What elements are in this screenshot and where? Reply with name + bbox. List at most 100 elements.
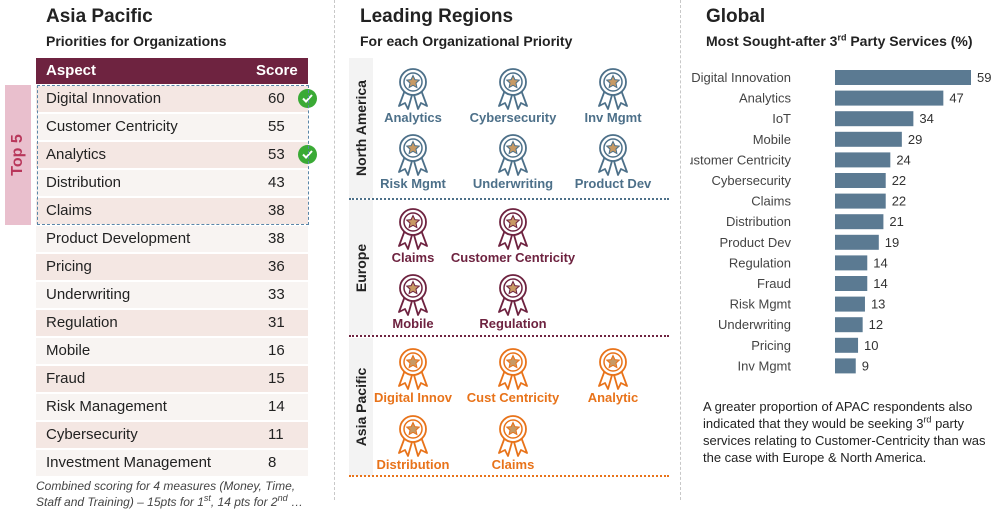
bar xyxy=(835,111,914,127)
value-label: 29 xyxy=(908,132,922,147)
top5-tab xyxy=(5,85,31,225)
region-divider-north-america xyxy=(349,198,669,200)
award-regulation: Regulation xyxy=(448,272,578,331)
value-label: 14 xyxy=(873,255,887,270)
table-body: Digital Innovation 60 Customer Centricity 5… xyxy=(36,86,317,476)
value-label: 21 xyxy=(889,214,903,229)
category-label: Claims xyxy=(751,194,791,209)
row-aspect: Mobile xyxy=(46,342,91,359)
global-subtitle: Most Sought-after 3rd Party Services (%) xyxy=(706,33,973,49)
award-analytics: Analytics xyxy=(348,66,478,125)
bar xyxy=(835,131,902,147)
top5-label: Top 5 xyxy=(9,134,26,176)
value-label: 14 xyxy=(873,276,887,291)
subtitle-part: Most Sought-after 3 xyxy=(706,33,838,49)
row-score: 31 xyxy=(268,314,285,331)
category-label: Cybersecurity xyxy=(712,173,792,188)
asia-pacific-title: Asia Pacific xyxy=(46,6,153,27)
award-analytic: Analytic xyxy=(548,346,678,405)
award-label: Mobile xyxy=(392,316,434,331)
award-cybersecurity: Cybersecurity xyxy=(448,66,578,125)
footnote-line1: Combined scoring for 4 measures (Money, … xyxy=(36,479,296,493)
award-claims: Claims xyxy=(448,413,578,472)
divider-left xyxy=(334,0,335,500)
category-label: Inv Mgmt xyxy=(738,358,792,373)
footnote-part: Staff and Training) – 15pts for 1 xyxy=(36,495,204,509)
region-tab-asia-pacific: Asia Pacific xyxy=(349,338,373,476)
award-medal-icon xyxy=(348,272,478,316)
subtitle-sup: rd xyxy=(837,32,847,43)
row-aspect: Product Development xyxy=(46,230,191,247)
award-medal-icon xyxy=(348,206,478,250)
row-score: 33 xyxy=(268,286,285,303)
award-label: Product Dev xyxy=(574,176,652,191)
top5-highlight-box xyxy=(37,85,309,225)
award-label: Analytic xyxy=(587,390,639,405)
value-label: 9 xyxy=(862,358,869,373)
footnote-sup: st xyxy=(203,493,211,503)
row-aspect: Investment Management xyxy=(46,454,212,471)
leading-regions-title: Leading Regions xyxy=(360,6,514,27)
table-row: Fraud 15 xyxy=(36,366,308,392)
value-label: 22 xyxy=(892,173,906,188)
award-medal-icon xyxy=(448,206,578,250)
table-row: Analytics 53 xyxy=(36,142,317,168)
row-score: 8 xyxy=(268,454,277,471)
award-label: Claims xyxy=(491,457,535,472)
footnote-part: … xyxy=(287,495,303,509)
award-claims: Claims xyxy=(348,206,478,265)
bar xyxy=(835,358,856,374)
category-label: Risk Mgmt xyxy=(730,297,792,312)
bar xyxy=(835,255,868,271)
table-row: Underwriting 33 xyxy=(36,282,308,308)
table-row: Regulation 31 xyxy=(36,310,308,336)
region-divider-europe xyxy=(349,335,669,337)
bar xyxy=(835,90,944,106)
award-label: Customer Centricity xyxy=(450,250,576,265)
footnote-part: , 14 pts for 2 xyxy=(210,495,278,509)
value-label: 13 xyxy=(871,297,885,312)
row-score: 60 xyxy=(268,90,285,107)
award-inv-mgmt: Inv Mgmt xyxy=(548,66,678,125)
value-label: 34 xyxy=(919,111,933,126)
row-score: 16 xyxy=(268,342,285,359)
value-label: 19 xyxy=(885,235,899,250)
award-medal-icon xyxy=(548,132,678,176)
award-medal-icon xyxy=(448,66,578,110)
table-row: Customer Centricity 55 xyxy=(36,114,308,140)
row-aspect: Analytics xyxy=(46,146,107,163)
award-medal-icon xyxy=(448,132,578,176)
note-part: A greater proportion of APAC respondents… xyxy=(703,399,973,431)
bar xyxy=(835,193,886,209)
row-aspect: Customer Centricity xyxy=(46,118,178,135)
table-row: Digital Innovation 60 xyxy=(36,86,317,112)
award-medal-icon xyxy=(348,346,478,390)
bar xyxy=(835,152,891,168)
award-digital-innov: Digital Innov xyxy=(348,346,478,405)
award-medal-icon xyxy=(548,66,678,110)
table-row: Risk Management 14 xyxy=(36,394,308,420)
row-score: 38 xyxy=(268,202,285,219)
award-underwriting: Underwriting xyxy=(448,132,578,191)
category-label: IoT xyxy=(772,111,791,126)
value-label: 59 xyxy=(977,70,991,85)
region-divider-asia-pacific xyxy=(349,475,669,477)
row-aspect: Claims xyxy=(46,202,92,219)
award-medal-icon xyxy=(348,66,478,110)
award-label: Underwriting xyxy=(472,176,554,191)
apac-note: A greater proportion of APAC respondents… xyxy=(703,398,1000,466)
row-aspect: Risk Management xyxy=(46,398,167,415)
row-score: 38 xyxy=(268,230,285,247)
bar xyxy=(835,214,884,230)
category-label: Regulation xyxy=(729,255,791,270)
award-medal-icon xyxy=(548,346,678,390)
bar xyxy=(835,70,971,85)
row-aspect: Fraud xyxy=(46,370,86,387)
note-part: party services relating to Customer-Cent… xyxy=(703,416,986,465)
category-label: Customer Centricity xyxy=(690,152,791,167)
award-medal-icon xyxy=(348,132,478,176)
value-label: 12 xyxy=(869,317,883,332)
table-row: Cybersecurity 11 xyxy=(36,422,308,448)
bar xyxy=(835,317,863,333)
row-aspect: Pricing xyxy=(46,258,92,275)
